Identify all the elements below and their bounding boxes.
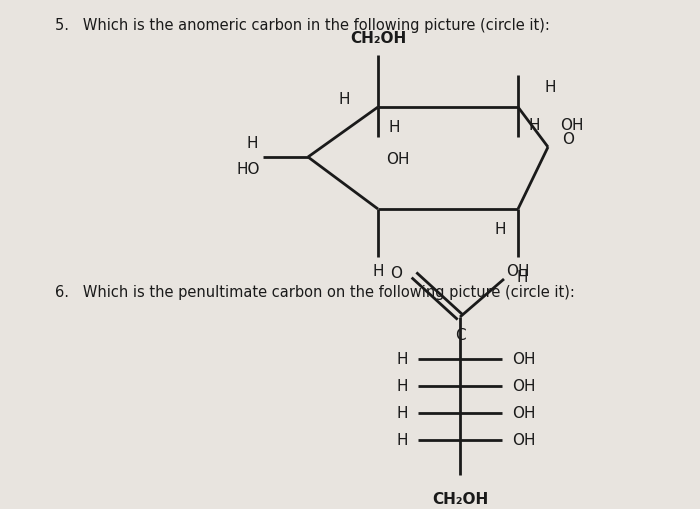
Text: H: H: [494, 222, 506, 237]
Text: H: H: [528, 118, 540, 133]
Text: OH: OH: [512, 379, 536, 394]
Text: CH₂OH: CH₂OH: [432, 491, 488, 506]
Text: H: H: [544, 80, 556, 95]
Text: OH: OH: [506, 264, 530, 279]
Text: OH: OH: [512, 433, 536, 447]
Text: OH: OH: [386, 152, 410, 167]
Text: O: O: [390, 266, 402, 281]
Text: H: H: [246, 136, 258, 151]
Text: H: H: [339, 92, 350, 107]
Text: OH: OH: [560, 118, 584, 133]
Text: OH: OH: [512, 352, 536, 367]
Text: H: H: [396, 352, 408, 367]
Text: H: H: [372, 264, 384, 279]
Text: OH: OH: [512, 406, 536, 420]
Text: H: H: [396, 433, 408, 447]
Text: H: H: [396, 406, 408, 420]
Text: O: O: [562, 132, 574, 147]
Text: 6.   Which is the penultimate carbon on the following picture (circle it):: 6. Which is the penultimate carbon on th…: [55, 285, 575, 299]
Text: CH₂OH: CH₂OH: [350, 31, 406, 46]
Text: C: C: [455, 327, 466, 343]
Text: H: H: [396, 379, 408, 394]
Text: H: H: [516, 270, 528, 285]
Text: HO: HO: [237, 162, 260, 177]
Text: H: H: [388, 120, 400, 135]
Text: 5.   Which is the anomeric carbon in the following picture (circle it):: 5. Which is the anomeric carbon in the f…: [55, 18, 550, 33]
